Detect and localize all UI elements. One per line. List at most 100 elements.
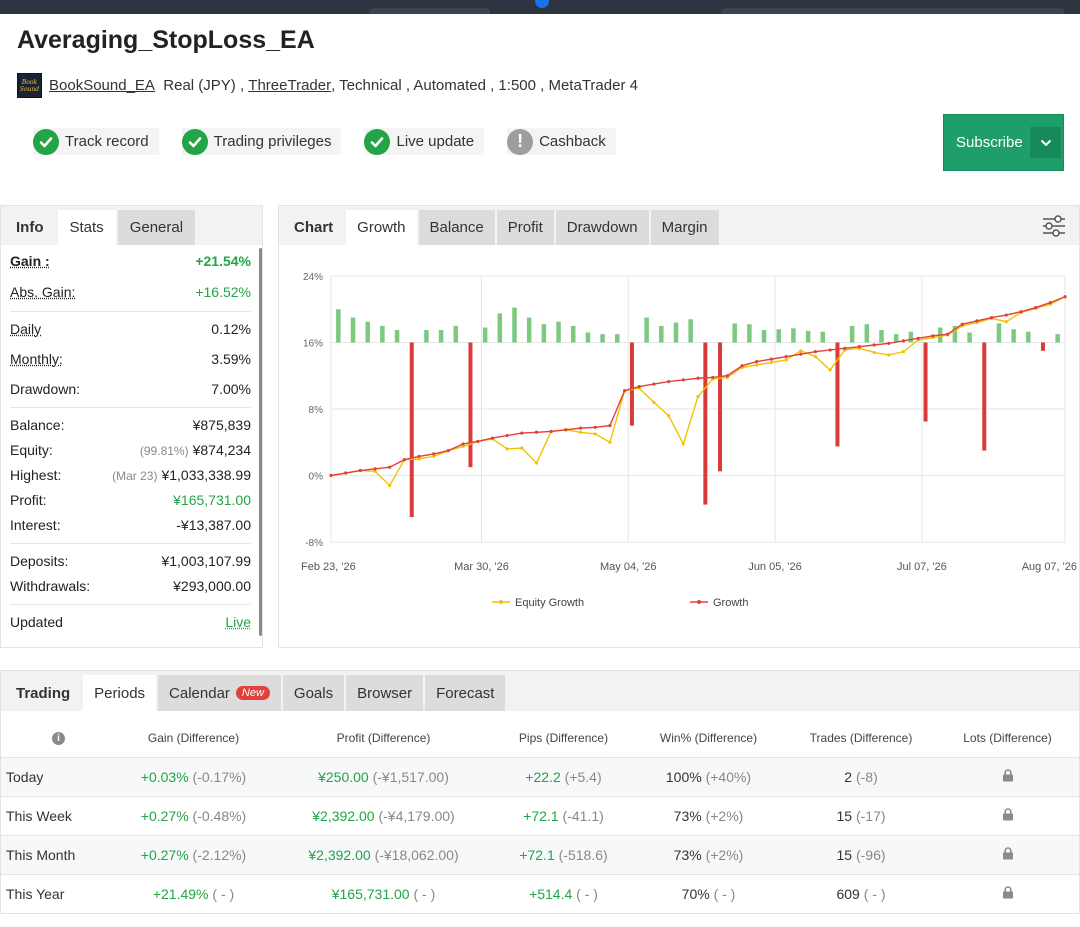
trades-value: 15 [836, 846, 853, 863]
stat-value: +16.52% [195, 283, 251, 300]
check-circle-icon [364, 128, 391, 155]
scrollbar[interactable] [259, 248, 262, 636]
pips-cell: +514.4 ( - ) [496, 873, 631, 913]
growth-line-point [373, 467, 377, 471]
bar-negative [718, 342, 723, 472]
y-tick-label: 16% [303, 339, 323, 350]
tab-forecast[interactable]: Forecast [425, 675, 506, 711]
tab-trading[interactable]: Trading [16, 684, 71, 702]
stat-label: Interest: [10, 516, 61, 533]
live-link[interactable]: Live [225, 613, 251, 630]
bar-positive [1026, 331, 1031, 343]
lots-cell [936, 756, 1079, 796]
periods-panel: Trading Periods Calendar New Goals Brows… [0, 670, 1080, 914]
stat-withdrawals: Withdrawals: ¥293,000.00 [10, 573, 251, 598]
y-tick-label: 8% [309, 405, 324, 416]
growth-line-point [901, 339, 906, 343]
tab-goals[interactable]: Goals [282, 675, 345, 711]
equity-growth-line-point [755, 363, 759, 367]
period-label: Today [1, 756, 116, 796]
lock-icon[interactable] [1002, 886, 1014, 902]
bar-positive [908, 331, 914, 343]
tab-margin[interactable]: Margin [650, 210, 719, 245]
bar-positive [600, 334, 605, 343]
verification-badges: Track record Trading privileges Live upd… [33, 128, 639, 155]
table-row: This Month +0.27% (-2.12%) ¥2,392.00 (-¥18… [1, 834, 1079, 874]
stat-balance: Balance: ¥875,839 [10, 412, 251, 437]
info-icon[interactable]: i [52, 732, 65, 746]
profit-diff: (-¥4,179.00) [378, 807, 455, 824]
top-tab-2[interactable] [722, 8, 1064, 14]
legend-equity-marker [499, 600, 503, 604]
equity-growth-line-point [828, 368, 832, 372]
author-link[interactable]: BookSound_EA [49, 76, 155, 94]
chevron-down-icon[interactable] [1030, 127, 1061, 158]
profit-value: ¥250.00 [318, 768, 369, 785]
pips-value: +514.4 [529, 885, 573, 902]
trades-cell: 2 (-8) [786, 756, 936, 796]
chart-settings-icon[interactable] [1041, 214, 1067, 238]
tab-browser[interactable]: Browser [346, 675, 424, 711]
tab-periods[interactable]: Periods [83, 675, 157, 711]
growth-line-point [799, 352, 803, 356]
tab-profit[interactable]: Profit [496, 210, 554, 245]
table-row: This Week +0.27% (-0.48%) ¥2,392.00 (-¥4,1… [1, 795, 1079, 835]
tab-info[interactable]: Info [16, 219, 44, 236]
stat-label[interactable]: Monthly: [10, 350, 63, 367]
trades-diff: (-17) [855, 807, 886, 824]
growth-line-point [461, 442, 465, 446]
lock-icon[interactable] [1002, 768, 1014, 785]
growth-line-point [872, 343, 876, 347]
bar-negative [703, 342, 708, 505]
lock-icon[interactable] [1002, 807, 1014, 824]
tab-balance[interactable]: Balance [418, 210, 495, 245]
profit-cell: ¥250.00 (-¥1,517.00) [271, 756, 496, 796]
stat-label: Drawdown: [10, 380, 81, 397]
stat-daily: Daily 0.12% [10, 316, 251, 341]
tab-drawdown[interactable]: Drawdown [555, 210, 649, 245]
bar-positive [849, 325, 855, 343]
bar-positive [776, 329, 781, 343]
bar-positive [453, 325, 459, 343]
stat-label[interactable]: Abs. Gain: [10, 283, 76, 300]
equity-growth-line-point [578, 430, 583, 434]
broker-link[interactable]: ThreeTrader [248, 76, 332, 94]
period-label: This Year [1, 873, 116, 913]
tab-calendar[interactable]: Calendar New [158, 675, 281, 711]
author-logo[interactable]: Book Sound [17, 72, 42, 98]
equity-growth-line-point [608, 440, 612, 444]
growth-line-point [857, 345, 862, 349]
stat-label[interactable]: Daily [10, 320, 42, 337]
top-tab-1[interactable] [370, 8, 490, 14]
tab-stats[interactable]: Stats [57, 210, 116, 245]
subscribe-label: Subscribe [956, 134, 1023, 151]
growth-line-point [446, 448, 451, 453]
stat-value: 0.12% [211, 320, 251, 337]
stat-equity: Equity: (99.81%) ¥874,234 [10, 437, 251, 462]
stat-label: Profit: [10, 491, 47, 508]
win-cell: 73% (+2%) [631, 834, 786, 874]
tab-general[interactable]: General [117, 210, 196, 245]
growth-line-point [1063, 295, 1067, 299]
tab-growth[interactable]: Growth [346, 210, 417, 245]
subscribe-button[interactable]: Subscribe [943, 114, 1064, 171]
equity-growth-line-point [901, 350, 906, 354]
gain-diff: (-0.48%) [192, 807, 247, 824]
growth-chart[interactable]: 24% 16% 8% 0% -8% Feb 23, '26 Mar 30, '26 May 0… [279, 246, 1079, 646]
x-tick-label: Mar 30, '26 [454, 561, 509, 573]
stat-value: ¥1,033,338.99 [161, 466, 251, 483]
growth-line-point [578, 426, 583, 430]
profit-cell: ¥165,731.00 ( - ) [271, 873, 496, 913]
tab-chart[interactable]: Chart [294, 219, 334, 236]
lock-icon[interactable] [1002, 846, 1014, 863]
bar-positive [761, 330, 767, 343]
stat-value: ¥293,000.00 [173, 577, 251, 594]
stat-label[interactable]: Gain : [10, 252, 50, 269]
equity-growth-line-point [593, 432, 597, 436]
profit-value: ¥2,392.00 [308, 846, 371, 863]
gain-cell: +21.49% ( - ) [116, 873, 271, 913]
equity-growth-line-point [696, 394, 700, 399]
exclamation-circle-icon: ! [507, 128, 534, 155]
bar-positive [791, 328, 796, 343]
legend-equity-label: Equity Growth [515, 597, 584, 609]
